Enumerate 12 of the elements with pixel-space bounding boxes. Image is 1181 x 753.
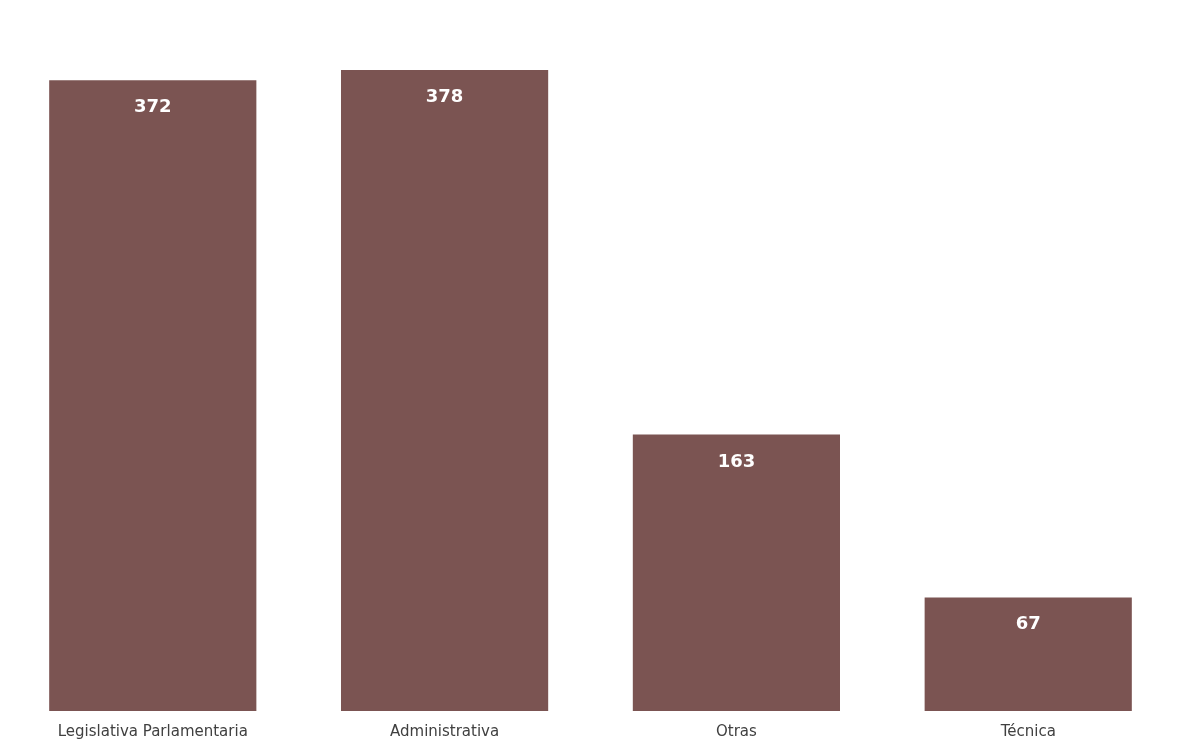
data-label: 372 xyxy=(133,95,172,117)
x-tick-label: Administrativa xyxy=(390,721,500,740)
data-label: 378 xyxy=(425,85,464,106)
x-tick-label: Legislativa Parlamentaria xyxy=(57,721,248,740)
bar xyxy=(632,434,840,711)
data-label: 67 xyxy=(1015,612,1041,634)
data-label: 163 xyxy=(717,449,756,471)
bar xyxy=(341,70,549,711)
x-tick-label: Técnica xyxy=(999,721,1056,740)
bar xyxy=(924,597,1132,711)
bar xyxy=(49,80,257,711)
x-tick-label: Otras xyxy=(715,721,758,740)
